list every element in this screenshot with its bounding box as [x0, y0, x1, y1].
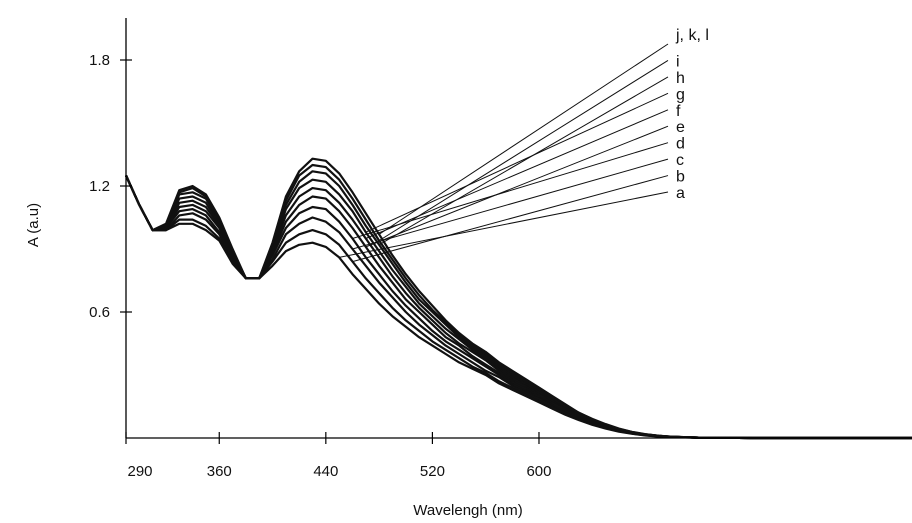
series-label: a [676, 185, 685, 202]
leader-line [365, 92, 669, 233]
x-tick-label: 600 [526, 463, 551, 480]
x-tick-label: 520 [420, 463, 445, 480]
y-axis-title: A (a.u) [25, 203, 42, 247]
series-label: j, k, l [675, 27, 709, 44]
series-layer [124, 157, 912, 440]
leader-line [352, 175, 669, 263]
series-label: e [676, 119, 685, 136]
y-tick-label: 0.6 [89, 304, 110, 321]
x-axis-title: Wavelengh (nm) [413, 502, 522, 519]
x-tick-label: 360 [207, 463, 232, 480]
series-line-a [124, 175, 912, 440]
leader-line [378, 60, 669, 242]
leader-line [352, 142, 669, 239]
leader-line [365, 109, 669, 239]
series-line-f [124, 175, 912, 440]
series-label: f [676, 103, 681, 120]
leader-line [365, 125, 669, 248]
y-tick-label: 1.8 [89, 52, 110, 69]
series-line-g [124, 175, 912, 440]
leader-line [352, 158, 669, 250]
series-label: g [676, 86, 685, 103]
axis-layer [125, 18, 912, 439]
series-line-i [124, 163, 912, 440]
leader-line [339, 191, 669, 258]
series-line-jkl [124, 157, 912, 440]
series-line-c [124, 175, 912, 440]
series-label: i [676, 53, 680, 70]
series-line-d [124, 175, 912, 440]
x-tick-label: 440 [313, 463, 338, 480]
x-tick-label: 290 [127, 463, 152, 480]
series-label: c [676, 152, 684, 169]
series-line-h [124, 170, 912, 440]
leader-line [378, 76, 669, 246]
series-line-e [124, 175, 912, 440]
y-tick-label: 1.2 [89, 178, 110, 195]
series-label: h [676, 70, 685, 87]
series-label: b [676, 169, 685, 186]
leader-line [378, 43, 669, 235]
tick-layer: 290 360 440 520 600 0.6 1.2 1.8 [89, 52, 551, 480]
series-label: d [676, 136, 685, 153]
series-line-b [124, 175, 912, 440]
